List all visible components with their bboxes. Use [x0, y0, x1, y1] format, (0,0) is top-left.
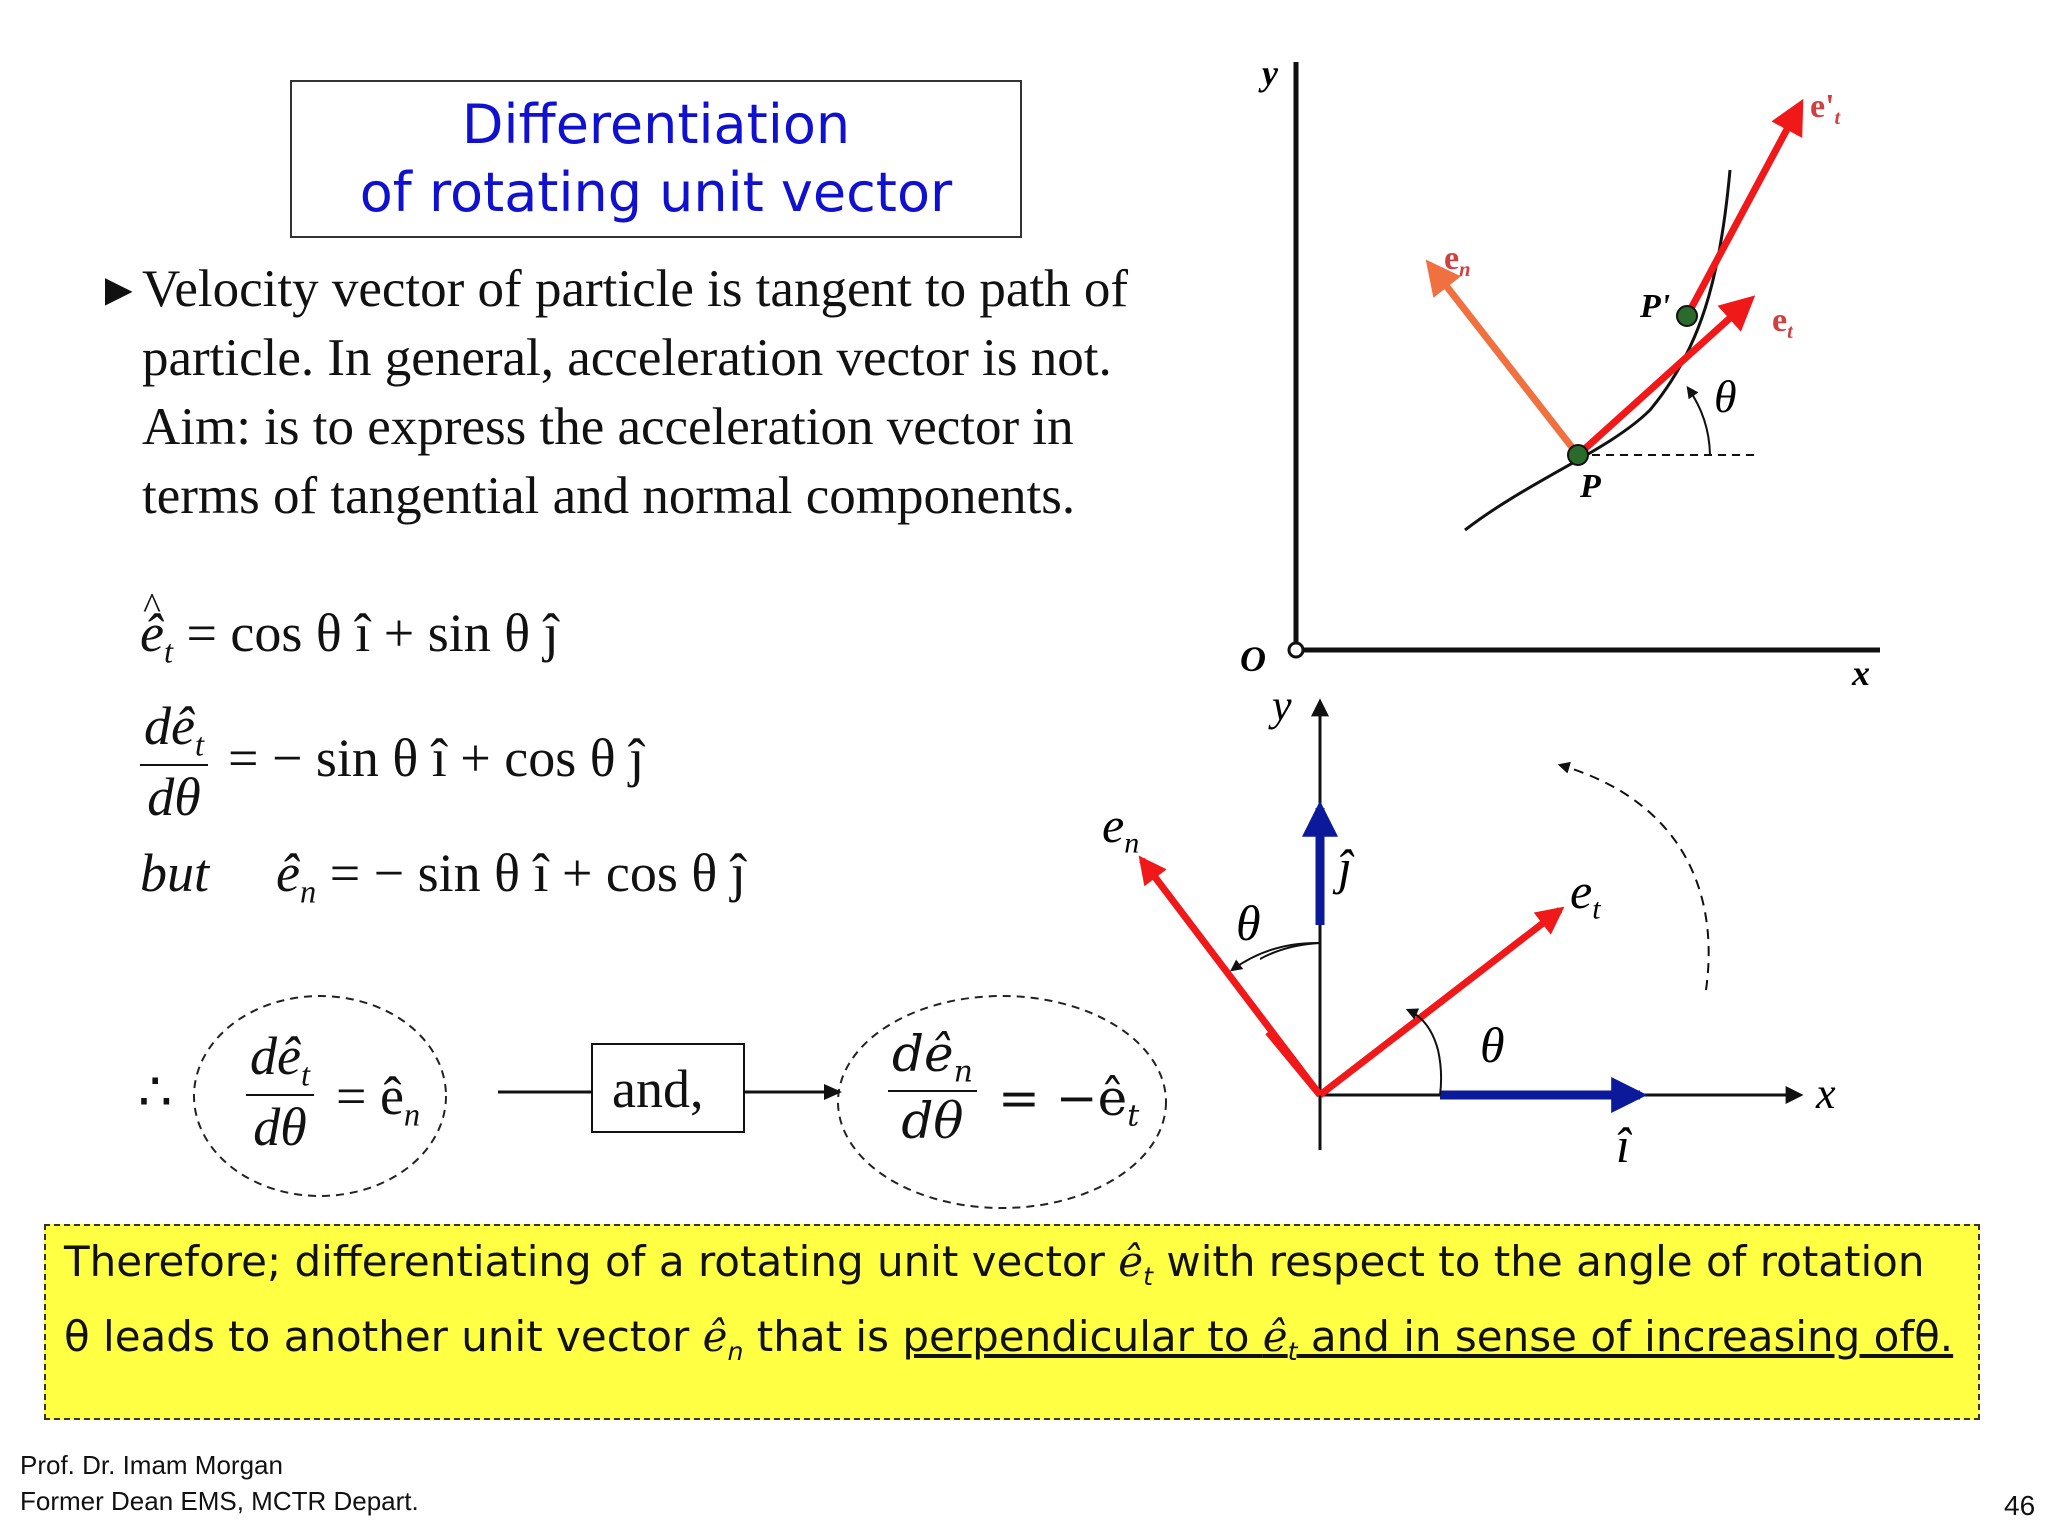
result-2: dên dθ = −êt: [888, 1025, 1168, 1165]
et-vector: [1575, 295, 1756, 458]
en-expression: = − sin θ î + cos θ ĵ: [329, 843, 746, 903]
et-subscript: t: [163, 634, 173, 671]
but-word: but: [140, 843, 210, 903]
top-x-label: x: [1852, 653, 1870, 693]
top-et-prime-label: e't: [1810, 88, 1841, 130]
equation-et: êt = cos θ î + sin θ ĵ: [140, 602, 559, 671]
title-line-1: Differentiation: [461, 93, 851, 156]
result1-fraction: dêt dθ: [246, 1025, 314, 1158]
et-expression: = cos θ î + sin θ ĵ: [186, 603, 559, 663]
path-diagram: [1287, 62, 1880, 659]
note-symbol-en: ê: [702, 1311, 728, 1361]
bullet-marker: ►: [96, 264, 142, 315]
bottom-et-vector: [1317, 906, 1565, 1098]
result2-numerator: dê: [892, 1025, 954, 1083]
top-et-label: et: [1772, 302, 1793, 344]
result2-rhs: = −ê: [998, 1069, 1128, 1127]
en-subscript: n: [299, 874, 317, 911]
bottom-en-vector-layer: [1138, 855, 1323, 1098]
title-box: Differentiation of rotating unit vector: [290, 80, 1022, 238]
note-symbol-et: ê: [1118, 1237, 1144, 1286]
result2-fraction: dên dθ: [888, 1025, 977, 1150]
fraction-numerator-sub: t: [194, 727, 204, 764]
result1-denominator: dθ: [253, 1097, 307, 1158]
bottom-angle-et-label: θ: [1480, 1017, 1505, 1073]
top-angle-arc: [1686, 386, 1711, 456]
note-part-2: with respect to the angle of rotation θ …: [64, 1237, 1925, 1361]
det-expression: = − sin θ î + cos θ ĵ: [228, 728, 645, 788]
unit-vector-diagram: [1260, 698, 1804, 1150]
result1-rhs-sub: n: [403, 1097, 421, 1134]
rotation-direction-arc: [1557, 761, 1710, 991]
result1-ellipse: [193, 995, 447, 1197]
note-underline-1: perpendicular to: [902, 1311, 1263, 1361]
fraction-denominator: dθ: [147, 767, 201, 828]
note-part-1: Therefore; differentiating of a rotating…: [64, 1237, 1119, 1286]
footer-author: Prof. Dr. Imam Morgan: [20, 1450, 283, 1480]
bottom-en-angle-arc: [1230, 941, 1321, 972]
note-underline-2: and in sense of increasing ofθ.: [1297, 1311, 1954, 1361]
connector-arrowhead: [824, 1084, 842, 1100]
and-connector-text: and,: [612, 1059, 704, 1119]
result-1: dêt dθ = ên: [246, 1025, 466, 1165]
result1-numerator: dê: [250, 1026, 301, 1086]
et-prime-vector: [1683, 98, 1804, 318]
note-part-3: that is: [743, 1311, 903, 1361]
en-vector: [1425, 259, 1581, 458]
result2-numerator-sub: n: [953, 1054, 973, 1090]
page-number: 46: [2004, 1490, 2036, 1521]
bottom-y-label: y: [1272, 681, 1292, 730]
footer-position: Former Dean EMS, MCTR Depart.: [20, 1486, 419, 1516]
equation-en: but ên = − sin θ î + cos θ ĵ: [140, 842, 746, 911]
top-en-label: en: [1444, 240, 1471, 282]
bottom-angle-arc-et: [1405, 1008, 1443, 1096]
note-symbol-et-2: ê: [1262, 1311, 1288, 1361]
origin-label: O: [1240, 639, 1266, 679]
bullet-text: Velocity vector of particle is tangent t…: [142, 260, 1129, 525]
result2-denominator: dθ: [901, 1091, 964, 1150]
bottom-en-label: en: [1102, 797, 1140, 860]
therefore-symbol: ∴: [138, 1062, 173, 1122]
origin-point: [1287, 641, 1305, 659]
equation-det-dtheta: dêt dθ = − sin θ î + cos θ ĵ: [140, 695, 740, 828]
result2-rhs-sub: t: [1127, 1098, 1140, 1134]
bottom-angle-en-label: θ: [1236, 895, 1261, 951]
fraction-numerator: dê: [144, 696, 195, 756]
note-symbol-en-sub: n: [727, 1336, 744, 1366]
conclusion-note: Therefore; differentiating of a rotating…: [44, 1224, 1980, 1420]
note-symbol-et-2-sub: t: [1287, 1336, 1298, 1366]
top-y-label: y: [1262, 53, 1278, 93]
j-unit-label: ĵ: [1338, 839, 1352, 895]
result1-rhs: = ê: [336, 1066, 404, 1126]
en-symbol: ê: [276, 843, 300, 903]
det-dtheta-fraction: dêt dθ: [140, 695, 208, 828]
point-p-label: P: [1580, 468, 1601, 505]
bottom-et-label: et: [1570, 863, 1601, 926]
point-p: [1567, 444, 1589, 466]
and-box: [591, 1043, 745, 1133]
point-p-prime-label: P': [1640, 288, 1671, 325]
i-unit-label: î: [1616, 1117, 1630, 1173]
result2-ellipse: [837, 995, 1167, 1209]
bottom-x-label: x: [1816, 1069, 1836, 1118]
bullet-paragraph: ► Velocity vector of particle is tangent…: [96, 255, 1176, 531]
bottom-en-vector: [1138, 855, 1323, 1098]
et-symbol: ê: [140, 602, 164, 664]
note-symbol-et-sub: t: [1143, 1261, 1153, 1291]
top-angle-label: θ: [1714, 371, 1737, 422]
point-p-prime: [1676, 305, 1698, 327]
title-line-2: of rotating unit vector: [359, 161, 953, 224]
result1-numerator-sub: t: [300, 1057, 310, 1094]
